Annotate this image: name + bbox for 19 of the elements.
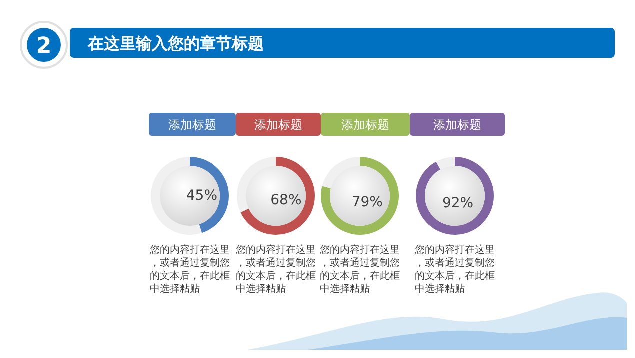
donut-slice <box>321 157 399 235</box>
data-label: 79% <box>352 194 383 210</box>
text: 您的内容打在这里，或者通过复制您的文本后，在此框中选择粘贴 <box>235 244 316 295</box>
chart-title: 添加标题 <box>434 118 482 132</box>
text: 在这里输入您的章节标题 <box>87 34 264 53</box>
donut-slice <box>322 157 360 189</box>
text: 您的内容打在这里，或者通过复制您的文本后，在此框中选择粘贴 <box>414 244 495 295</box>
chart-title: 添加标题 <box>168 118 216 132</box>
text: 2 <box>36 34 52 59</box>
data-label: 45% <box>186 188 218 204</box>
text: 您的内容打在这里，或者通过复制您的文本后，在此框中选择粘贴 <box>149 244 230 295</box>
data-label: 68% <box>270 192 302 209</box>
text: 您的内容打在这里，或者通过复制您的文本后，在此框中选择粘贴 <box>319 244 400 295</box>
donut-slice <box>416 157 494 235</box>
donut-slice <box>436 157 455 170</box>
data-label: 92% <box>442 196 474 212</box>
chart-title: 添加标题 <box>254 118 302 132</box>
chart-title: 添加标题 <box>342 118 390 132</box>
donut-slice <box>240 157 315 235</box>
